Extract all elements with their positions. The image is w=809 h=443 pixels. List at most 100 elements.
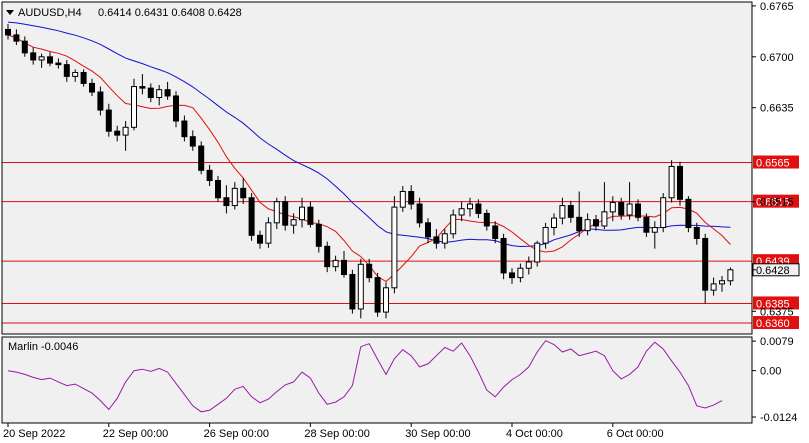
candle-body	[55, 62, 62, 66]
time-tick-label: 26 Sep 00:00	[204, 428, 269, 440]
main-plot-frame	[1, 1, 753, 335]
candle-body	[299, 206, 305, 221]
candle-body	[13, 34, 20, 42]
symbol-label: AUDUSD,H4	[18, 7, 82, 19]
candle-body	[441, 233, 448, 244]
candle-body	[483, 212, 490, 227]
candle-body	[525, 261, 532, 269]
candle-body	[30, 52, 37, 61]
candle-body	[131, 86, 137, 128]
candle-body	[357, 263, 364, 310]
candle-body	[584, 219, 591, 232]
candle-body	[156, 89, 163, 99]
candle-body	[282, 201, 289, 226]
level-label: 0.6385	[756, 298, 790, 310]
symbol-menu-triangle-icon[interactable]	[6, 10, 14, 15]
slow-ma-line	[7, 21, 731, 248]
candle-body	[173, 95, 179, 122]
current-price-label: 0.6428	[756, 265, 790, 277]
price-tick-label: 0.6635	[760, 103, 794, 115]
candle-body	[215, 180, 221, 199]
candle-body	[273, 201, 280, 224]
candle-body	[693, 227, 700, 239]
candlesticks	[5, 23, 734, 319]
candle-body	[425, 222, 431, 238]
time-tick-label: 28 Sep 00:00	[304, 428, 369, 440]
level-label-box	[753, 316, 799, 330]
candle-body	[63, 64, 70, 77]
candle-body	[147, 87, 154, 99]
indicator-plot-background	[2, 337, 752, 423]
candle-body	[315, 223, 322, 247]
candle-body	[72, 71, 79, 77]
candle-body	[635, 203, 641, 218]
candle-body	[332, 259, 339, 268]
candle-body	[164, 89, 171, 97]
candle-body	[391, 206, 398, 289]
candle-body	[80, 71, 87, 84]
candle-body	[5, 28, 11, 36]
candle-body	[567, 205, 574, 218]
candle-body	[408, 190, 415, 205]
candle-body	[500, 237, 507, 274]
candle-body	[509, 272, 515, 279]
candle-body	[21, 40, 28, 54]
price-tick-label: 0.6765	[760, 1, 794, 13]
candle-body	[433, 236, 440, 244]
candle-body	[97, 91, 104, 111]
candle-body	[517, 267, 524, 279]
candle-body	[206, 169, 213, 182]
candle-body	[685, 198, 692, 229]
price-tick-label: 0.6700	[760, 52, 794, 64]
indicator-plot-frame	[1, 336, 753, 424]
candle-body	[609, 201, 616, 213]
candle-body	[416, 203, 423, 224]
candle-body	[399, 190, 406, 208]
candle-body	[626, 203, 633, 216]
candle-body	[576, 216, 583, 232]
slow-moving-average	[7, 21, 731, 248]
candle-body	[231, 187, 238, 207]
candle-body	[702, 237, 709, 291]
candle-body	[257, 234, 263, 244]
marlin-line	[7, 340, 723, 413]
candle-body	[710, 283, 717, 291]
candle-body	[139, 86, 146, 89]
candle-body	[89, 82, 95, 93]
level-label: 0.6515	[756, 197, 790, 209]
candle-body	[677, 165, 683, 200]
indicator-tick-label: -0.0124	[760, 412, 797, 424]
candle-body	[265, 222, 272, 244]
price-axis: 0.6428 0.6765 0.6700 0.6635 0.6515 0.6375	[752, 1, 800, 318]
candle-body	[601, 211, 608, 227]
candle-body	[643, 216, 650, 233]
time-axis: 20 Sep 2022 22 Sep 00:00 26 Sep 00:00 28 Se…	[3, 423, 664, 440]
candle-body	[374, 277, 381, 313]
indicator-tick-label: 0.0079	[760, 336, 794, 348]
candle-body	[651, 227, 658, 233]
candle-body	[122, 126, 129, 136]
candle-body	[458, 208, 465, 216]
candle-body	[593, 219, 599, 227]
level-label-box	[753, 194, 799, 208]
candle-body	[551, 217, 557, 229]
candle-body	[349, 273, 356, 310]
candle-body	[450, 214, 457, 235]
candle-body	[366, 263, 373, 279]
candle-body	[668, 165, 675, 199]
indicator-label: Marlin -0.0046	[8, 341, 78, 353]
price-tick-label: 0.6515	[760, 197, 794, 209]
candle-body	[534, 242, 541, 263]
time-tick-label: 4 Oct 00:00	[506, 428, 563, 440]
indicator-axis: 0.0079 0.00 -0.0124	[752, 336, 797, 424]
candle-body	[492, 225, 499, 239]
candle-body	[240, 187, 247, 199]
candle-body	[719, 280, 725, 285]
ohlc-values: 0.6414 0.6431 0.6408 0.6428	[98, 7, 242, 19]
candle-body	[383, 287, 389, 313]
candle-body	[114, 130, 121, 136]
candle-body	[307, 206, 314, 225]
candle-body	[341, 259, 347, 275]
candle-body	[618, 201, 625, 216]
